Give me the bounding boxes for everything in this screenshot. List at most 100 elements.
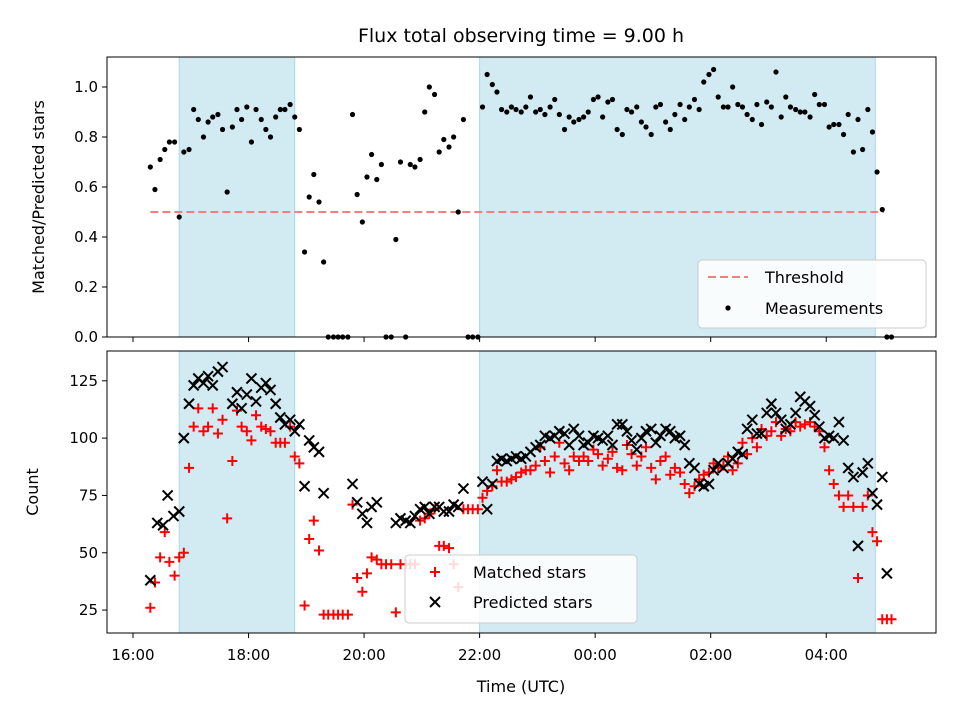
matched-star-point xyxy=(511,472,522,483)
matched-star-point xyxy=(260,423,271,434)
matched-star-point xyxy=(482,485,493,496)
measurement-point xyxy=(494,89,500,95)
matched-star-point xyxy=(174,552,185,563)
predicted-star-point xyxy=(755,427,768,440)
measurement-point xyxy=(378,161,385,168)
shaded-interval xyxy=(178,56,296,338)
matched-star-point xyxy=(145,602,156,613)
y-tick-label: 0.4 xyxy=(74,228,98,246)
predicted-star-point xyxy=(452,501,464,513)
bottom-x-ticks: 16:00 18:00 20:00 22:00 00:00 02:00 04:00 xyxy=(111,633,848,664)
predicted-star-point xyxy=(837,434,850,447)
predicted-star-point xyxy=(616,418,629,431)
matched-star-point xyxy=(675,467,686,478)
matched-star-point xyxy=(241,426,252,437)
matched-star-point xyxy=(799,419,810,430)
x-tick-label: 04:00 xyxy=(805,646,848,664)
y-tick-label: 25 xyxy=(79,601,98,619)
measurement-point xyxy=(840,131,847,138)
matched-star-point xyxy=(593,449,604,460)
y-tick-label: 0.8 xyxy=(74,128,98,146)
matched-star-point xyxy=(178,547,189,558)
matched-star-point xyxy=(472,504,483,515)
matched-star-point xyxy=(289,451,300,462)
matched-star-point xyxy=(669,462,680,473)
matched-star-point xyxy=(559,458,570,469)
top-legend: Threshold Measurements xyxy=(697,259,927,329)
predicted-star-point xyxy=(703,478,715,490)
measurement-point xyxy=(426,84,432,90)
measurement-point xyxy=(504,109,510,115)
measurement-point xyxy=(720,104,727,110)
measurement-point xyxy=(744,111,750,118)
measurement-point xyxy=(301,249,308,255)
predicted-star-point xyxy=(317,487,330,499)
matched-star-point xyxy=(766,426,777,437)
matched-star-point xyxy=(246,435,257,446)
measurement-point xyxy=(807,114,813,120)
predicted-star-point xyxy=(852,540,864,552)
predicted-star-point xyxy=(361,517,373,529)
measurement-point xyxy=(397,159,404,165)
measurement-point xyxy=(773,69,779,75)
predicted-star-point xyxy=(688,462,701,474)
matched-star-point xyxy=(568,451,579,462)
measurement-point xyxy=(561,126,568,133)
measurement-point xyxy=(431,91,438,98)
measurement-point xyxy=(730,84,736,90)
predicted-legend-swatch xyxy=(429,596,441,608)
matched-star-point xyxy=(646,462,657,473)
x-tick-label: 16:00 xyxy=(111,646,154,664)
measurement-point xyxy=(715,94,721,100)
matched-star-point xyxy=(886,614,897,625)
predicted-star-point xyxy=(313,446,325,458)
measurement-point xyxy=(696,106,702,113)
matched-star-point xyxy=(588,444,599,455)
matched-star-point xyxy=(443,543,454,554)
matched-star-point xyxy=(501,476,512,487)
measurement-point xyxy=(181,149,187,155)
matched-star-point xyxy=(155,552,166,563)
measurement-point xyxy=(359,219,365,225)
predicted-star-point xyxy=(173,505,185,518)
measurement-point xyxy=(628,109,635,115)
measurement-point xyxy=(710,66,717,73)
predicted-star-point xyxy=(789,407,802,419)
measurement-point xyxy=(783,94,789,100)
measurement-point xyxy=(735,101,741,108)
measurement-point xyxy=(758,121,765,128)
predicted-star-point xyxy=(486,478,499,490)
predicted-star-point xyxy=(476,475,489,488)
measurement-point xyxy=(282,106,288,113)
measurement-point xyxy=(643,124,649,130)
matched-star-point xyxy=(203,421,214,432)
measurement-point xyxy=(446,144,452,150)
measurement-point xyxy=(663,119,669,125)
matched-star-point xyxy=(665,469,676,480)
predicted-star-point xyxy=(726,453,739,465)
measurement-point xyxy=(417,156,423,163)
matched-star-point xyxy=(545,467,556,478)
predicted-star-point xyxy=(842,462,854,474)
measurement-point xyxy=(479,104,486,110)
matched-star-point xyxy=(299,600,310,611)
predicted-star-point xyxy=(187,379,200,392)
predicted-star-point xyxy=(804,400,816,412)
matched-star-point xyxy=(371,554,382,565)
matched-star-point xyxy=(506,474,517,485)
predicted-star-point xyxy=(428,501,441,513)
predicted-star-point xyxy=(650,436,662,449)
matched-star-point xyxy=(833,490,844,501)
measurement-point xyxy=(836,121,842,128)
matched-star-point xyxy=(650,474,661,485)
predicted-star-point xyxy=(241,388,253,401)
measurement-point xyxy=(634,104,640,110)
measurement-point xyxy=(595,94,601,100)
measurement-point xyxy=(234,106,240,113)
measurement-point xyxy=(215,111,221,118)
measurement-point xyxy=(508,104,514,110)
measurement-point xyxy=(537,106,543,113)
y-tick-label: 0.6 xyxy=(74,178,98,196)
top-y-ticks: 0.0 0.2 0.4 0.6 0.8 1.0 xyxy=(74,78,107,346)
measurement-point xyxy=(701,79,707,85)
